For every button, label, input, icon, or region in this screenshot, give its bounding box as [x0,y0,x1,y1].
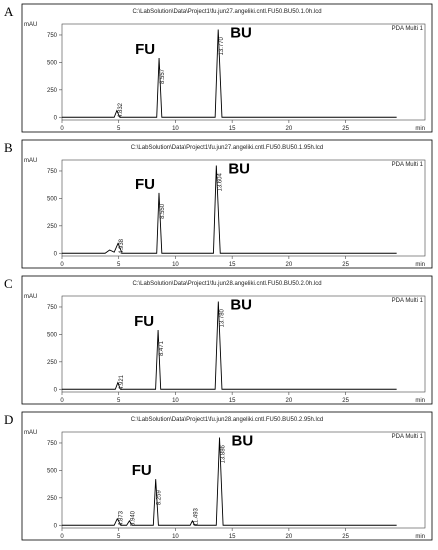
peak-label: 4.921 [119,374,125,390]
x-tick-label: 20 [286,262,293,268]
chart-title: C:\LabSolution\Data\Project1\fu.jun27.an… [132,9,321,15]
trace [62,165,397,254]
peak-label: 8.471 [159,340,165,356]
peak-label: 13.780 [219,308,225,327]
y-axis-label: mAU [24,158,37,164]
y-tick-label: 750 [47,33,58,39]
y-tick-label: 750 [47,305,58,311]
peak-label: 4.873 [118,510,124,526]
panel-frame [21,411,433,541]
peak-label: 5.940 [130,510,136,526]
x-tick-label: 20 [286,126,293,132]
y-tick-label: 500 [47,196,58,202]
peak-label: 4.938 [119,238,125,254]
chart-title: C:\LabSolution\Data\Project1\fu.jun28.an… [131,417,323,423]
chart-title: C:\LabSolution\Data\Project1\fu.jun28.an… [132,281,321,287]
y-tick-label: 500 [47,468,58,474]
x-axis-label: min [415,262,425,268]
x-axis-label: min [415,126,425,132]
compound-label: BU [230,24,252,41]
peak-label: 8.259 [157,489,163,505]
x-axis-label: min [415,534,425,540]
y-tick-label: 250 [47,224,58,230]
peak-label: 8.557 [160,68,166,84]
y-tick-label: 0 [54,523,58,529]
x-tick-label: 5 [117,262,121,268]
panel-letter: B [4,140,13,155]
compound-label: FU [135,176,155,193]
y-axis-label: mAU [24,22,37,28]
compound-label: FU [135,41,155,58]
trace [62,437,397,526]
x-tick-label: 15 [229,126,236,132]
x-tick-label: 25 [342,126,349,132]
x-tick-label: 0 [60,126,64,132]
y-tick-label: 0 [54,251,58,257]
legend-entry: PDA Multi 1 [392,26,424,32]
trace [62,301,397,390]
x-tick-label: 20 [286,398,293,404]
plot-frame [61,431,426,529]
y-tick-label: 250 [47,496,58,502]
legend-entry: PDA Multi 1 [392,434,424,440]
panel-letter: D [4,412,13,427]
legend-entry: PDA Multi 1 [392,162,424,168]
panel-frame [21,275,433,405]
x-axis-label: min [415,398,425,404]
compound-label: FU [134,313,154,330]
compound-label: BU [228,160,250,177]
x-tick-label: 10 [172,262,179,268]
x-tick-label: 10 [172,126,179,132]
x-tick-label: 5 [117,398,121,404]
x-tick-label: 25 [342,534,349,540]
y-tick-label: 0 [54,387,58,393]
panel-letter: A [4,4,14,19]
panel-letter: C [4,276,13,291]
y-tick-label: 250 [47,360,58,366]
y-tick-label: 250 [47,88,58,94]
x-tick-label: 0 [60,534,64,540]
x-tick-label: 0 [60,262,64,268]
compound-label: BU [230,296,252,313]
x-tick-label: 15 [229,398,236,404]
y-tick-label: 500 [47,332,58,338]
chart-title: C:\LabSolution\Data\Project1\fu.jun27.an… [131,145,323,151]
x-tick-label: 15 [229,534,236,540]
peak-label: 11.493 [193,507,199,526]
plot-frame [61,23,426,121]
x-tick-label: 5 [117,126,121,132]
x-tick-label: 25 [342,398,349,404]
x-tick-label: 15 [229,262,236,268]
y-tick-label: 0 [54,115,58,121]
x-tick-label: 5 [117,534,121,540]
legend-entry: PDA Multi 1 [392,298,424,304]
y-tick-label: 750 [47,169,58,175]
x-tick-label: 20 [286,534,293,540]
y-axis-label: mAU [24,430,37,436]
peak-label: 13.770 [219,36,225,55]
trace [62,29,397,118]
x-tick-label: 0 [60,398,64,404]
y-tick-label: 500 [47,60,58,66]
y-axis-label: mAU [24,294,37,300]
y-tick-label: 750 [47,441,58,447]
x-tick-label: 10 [172,398,179,404]
peak-label: 13.604 [217,172,223,191]
peak-label: 13.886 [221,444,227,463]
peak-label: 8.550 [160,203,166,219]
x-tick-label: 10 [172,534,179,540]
plot-frame [61,295,426,393]
panel-frame [21,139,433,269]
plot-frame [61,159,426,257]
panel-frame [21,3,433,133]
compound-label: FU [132,462,152,479]
peak-label: 4.832 [118,102,124,118]
x-tick-label: 25 [342,262,349,268]
compound-label: BU [232,432,254,449]
